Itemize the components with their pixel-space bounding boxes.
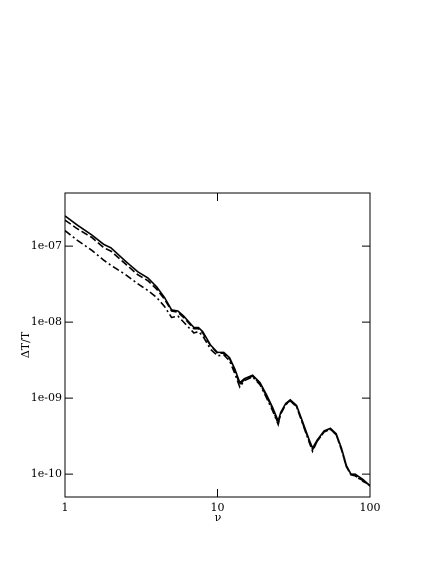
y-tick-label: 1e-08 [31,315,62,328]
y-tick-label: 1e-07 [31,239,62,252]
x-tick-label: 1 [62,501,69,514]
data-line [64,229,371,486]
y-axis-label: ΔT/T [19,331,32,358]
data-line [64,215,371,487]
x-tick-label: 100 [360,501,381,514]
y-tick-label: 1e-10 [31,467,62,480]
x-tick-label: 10 [211,501,225,514]
plot-frame [64,192,371,498]
data-line [64,219,371,487]
x-axis-label: ν [215,511,222,524]
y-tick-label: 1e-09 [31,391,62,404]
